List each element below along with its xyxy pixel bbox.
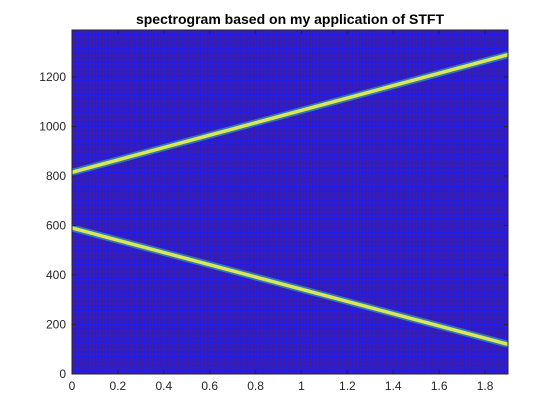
spectrogram-mesh	[72, 30, 508, 374]
y-axis: 0 200 400 600 800 1000 1200	[39, 70, 508, 381]
x-axis: 0 0.2 0.4 0.6 0.8 1 1.2 1.4 1.6 1.8	[69, 30, 494, 393]
y-tick-label: 600	[46, 219, 66, 233]
y-tick-label: 400	[46, 268, 66, 282]
x-tick-label: 0.2	[110, 379, 127, 393]
x-tick-label: 1.6	[431, 379, 448, 393]
y-tick-label: 800	[46, 169, 66, 183]
chart-title: spectrogram based on my application of S…	[136, 11, 444, 27]
plot-frame	[71, 29, 509, 375]
series-layer	[72, 51, 508, 348]
x-tick-label: 1	[298, 379, 305, 393]
y-tick-label: 1200	[39, 70, 66, 84]
x-tick-label: 0.6	[201, 379, 218, 393]
x-tick-label: 1.4	[385, 379, 402, 393]
x-tick-label: 0	[69, 379, 76, 393]
y-tick-label: 1000	[39, 120, 66, 134]
mesh-grid-lines	[72, 30, 508, 374]
series-2-line	[72, 226, 508, 346]
x-tick-label: 1.8	[477, 379, 494, 393]
y-tick-label: 200	[46, 318, 66, 332]
x-tick-label: 1.2	[339, 379, 356, 393]
y-tick-label: 0	[59, 367, 66, 381]
series-1-line	[72, 53, 508, 174]
x-tick-label: 0.4	[155, 379, 172, 393]
x-tick-label: 0.8	[247, 379, 264, 393]
